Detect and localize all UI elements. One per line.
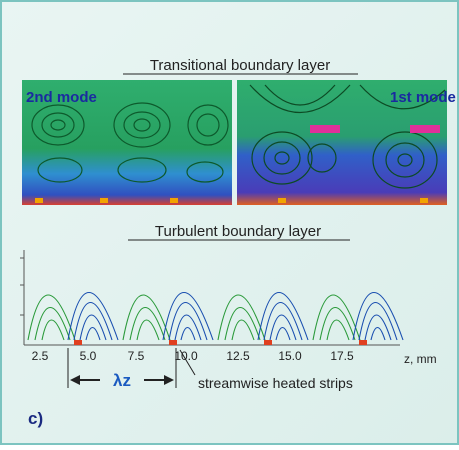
wavelength-label: λz bbox=[113, 371, 131, 390]
panel-left: 2nd mode bbox=[22, 80, 232, 205]
tick-label: 2.5 bbox=[32, 349, 49, 363]
tick-label: 17.5 bbox=[330, 349, 354, 363]
strips-label: streamwise heated strips bbox=[198, 375, 353, 391]
axis-unit: z, mm bbox=[404, 352, 437, 366]
tick-label: 15.0 bbox=[278, 349, 302, 363]
figure-label: c) bbox=[28, 409, 43, 428]
tick-label: 12.5 bbox=[226, 349, 250, 363]
title-bottom: Turbulent boundary layer bbox=[155, 223, 321, 240]
tick-label: 7.5 bbox=[128, 349, 145, 363]
mode-label: 1st mode bbox=[390, 89, 456, 106]
mode-label: 2nd mode bbox=[26, 89, 97, 106]
panel-right: 1st mode bbox=[237, 80, 456, 205]
title-top: Transitional boundary layer bbox=[150, 57, 330, 74]
figure: Transitional boundary layer 2nd mode 1st… bbox=[0, 0, 459, 445]
tick-label: 5.0 bbox=[80, 349, 97, 363]
